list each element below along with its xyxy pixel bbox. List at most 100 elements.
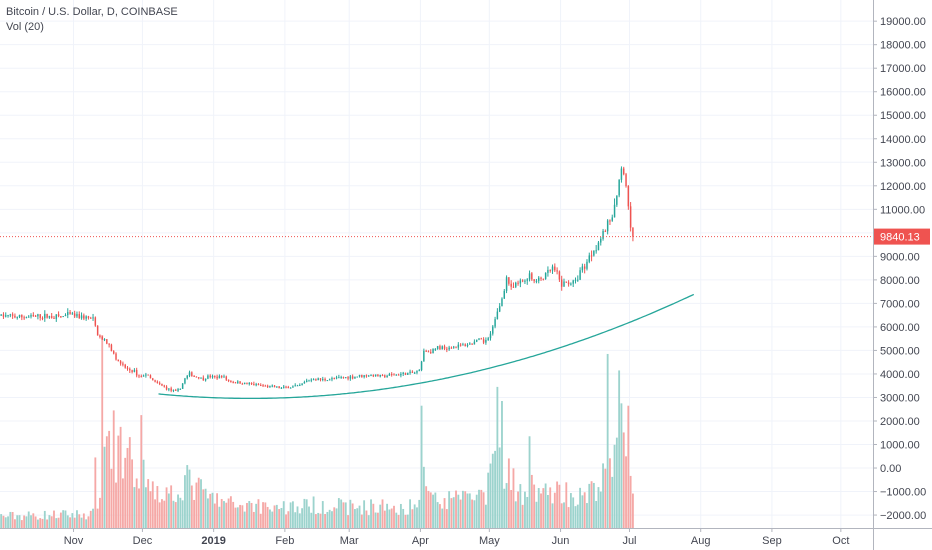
candle[interactable] [570, 282, 572, 286]
candle[interactable] [324, 377, 326, 382]
candle[interactable] [423, 348, 425, 362]
candle[interactable] [531, 272, 533, 281]
candle[interactable] [197, 377, 200, 380]
candle[interactable] [25, 316, 28, 319]
candle[interactable] [23, 315, 25, 320]
candle[interactable] [455, 346, 457, 349]
candle[interactable] [581, 263, 584, 273]
candle[interactable] [409, 369, 411, 375]
candle[interactable] [471, 343, 473, 345]
candle[interactable] [115, 352, 117, 361]
price-candles[interactable] [0, 166, 634, 393]
candle[interactable] [266, 384, 269, 389]
candle[interactable] [413, 371, 416, 374]
candle[interactable] [611, 214, 613, 222]
candle[interactable] [469, 342, 471, 345]
candle[interactable] [526, 278, 528, 285]
candle[interactable] [122, 361, 124, 367]
candle[interactable] [443, 344, 446, 351]
candle[interactable] [94, 316, 97, 327]
candle[interactable] [379, 374, 381, 378]
candle[interactable] [117, 359, 120, 362]
candle[interactable] [276, 386, 278, 388]
candle[interactable] [632, 227, 634, 242]
candle[interactable] [388, 372, 391, 376]
candle[interactable] [289, 387, 292, 389]
candle[interactable] [381, 374, 384, 377]
candle[interactable] [508, 277, 510, 286]
candle[interactable] [457, 342, 460, 350]
candle[interactable] [411, 370, 414, 373]
candle[interactable] [315, 378, 317, 381]
candle[interactable] [340, 375, 342, 379]
candle[interactable] [459, 343, 462, 347]
candle[interactable] [533, 279, 535, 284]
candle[interactable] [124, 363, 126, 369]
candle[interactable] [87, 315, 90, 320]
candle[interactable] [335, 375, 338, 380]
candle[interactable] [436, 345, 439, 350]
candle[interactable] [103, 338, 106, 342]
candle[interactable] [133, 368, 136, 373]
candle[interactable] [46, 313, 48, 319]
candle[interactable] [264, 384, 267, 387]
candle[interactable] [331, 376, 333, 382]
candle[interactable] [393, 373, 395, 376]
candle[interactable] [623, 166, 625, 176]
candle[interactable] [606, 219, 609, 235]
candle[interactable] [367, 374, 370, 377]
candle[interactable] [597, 240, 600, 251]
candle[interactable] [432, 348, 434, 354]
candle[interactable] [67, 308, 69, 319]
candle[interactable] [503, 288, 506, 299]
candle[interactable] [106, 339, 108, 345]
candle[interactable] [625, 172, 627, 188]
candle[interactable] [510, 280, 512, 290]
candle[interactable] [434, 348, 437, 351]
candle[interactable] [142, 374, 145, 377]
candle[interactable] [287, 385, 290, 389]
candle[interactable] [108, 343, 110, 348]
candle[interactable] [427, 350, 430, 353]
candle[interactable] [358, 374, 361, 378]
candle[interactable] [517, 280, 519, 286]
candle[interactable] [18, 314, 21, 319]
candle[interactable] [377, 374, 379, 377]
candle[interactable] [588, 252, 591, 264]
candle[interactable] [246, 382, 248, 385]
candle[interactable] [563, 278, 565, 287]
candle[interactable] [44, 310, 46, 322]
candle[interactable] [9, 313, 12, 318]
candle[interactable] [296, 384, 299, 387]
candle[interactable] [138, 374, 140, 379]
candle[interactable] [466, 343, 469, 348]
candle[interactable] [16, 316, 18, 320]
candle[interactable] [241, 382, 244, 385]
candle[interactable] [629, 202, 632, 232]
candle[interactable] [140, 374, 143, 378]
candle[interactable] [519, 278, 522, 288]
candle[interactable] [2, 312, 5, 319]
candle[interactable] [482, 337, 485, 345]
candle[interactable] [71, 311, 74, 315]
candle[interactable] [356, 376, 358, 378]
candle[interactable] [211, 374, 214, 379]
candle[interactable] [372, 374, 375, 378]
candle[interactable] [232, 380, 234, 384]
candle[interactable] [390, 372, 393, 377]
candle[interactable] [234, 381, 237, 384]
candle[interactable] [195, 376, 198, 378]
candle[interactable] [579, 267, 581, 281]
candle[interactable] [175, 388, 177, 391]
candle[interactable] [60, 315, 62, 319]
candle[interactable] [21, 314, 23, 321]
candle[interactable] [262, 383, 264, 388]
candle[interactable] [271, 384, 273, 388]
candle[interactable] [604, 229, 607, 232]
candle[interactable] [480, 337, 483, 340]
candle[interactable] [225, 375, 228, 382]
candle[interactable] [544, 272, 547, 280]
candle[interactable] [273, 385, 276, 388]
candle[interactable] [161, 383, 163, 387]
candle[interactable] [223, 374, 225, 378]
